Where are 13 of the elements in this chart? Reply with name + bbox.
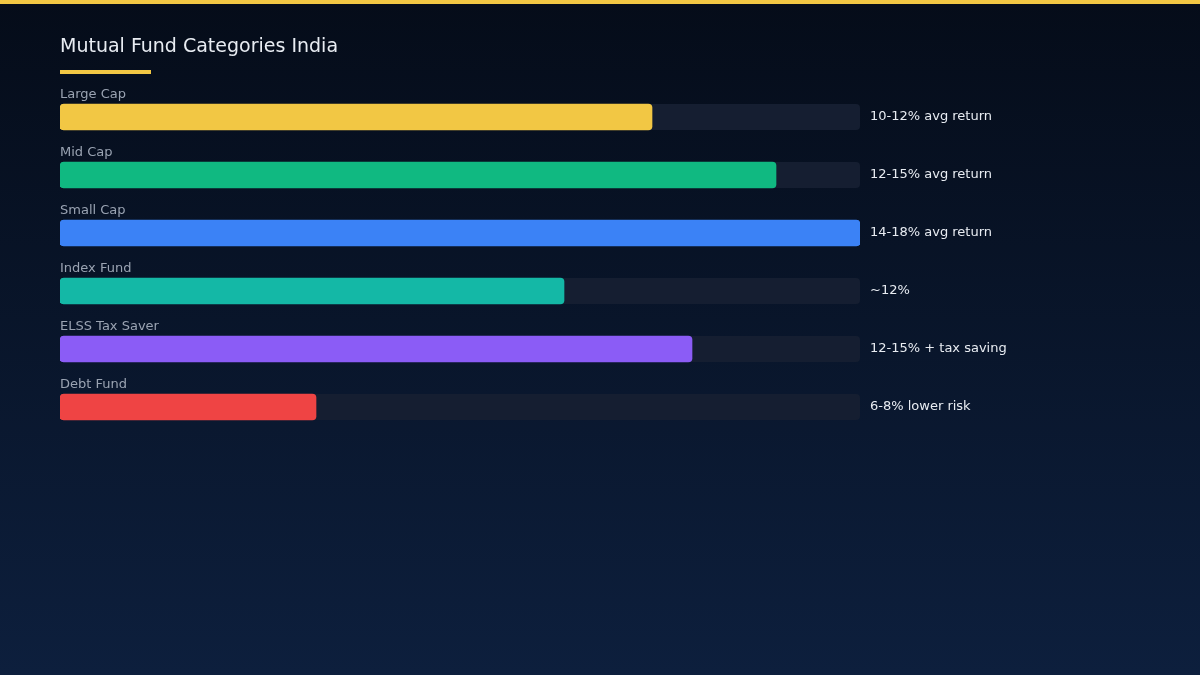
- y-tick-label: Index Fund: [60, 260, 132, 276]
- text: ~12%: [870, 282, 910, 298]
- text: 14-18% avg return: [870, 224, 993, 240]
- text: 12-15% + tax saving: [870, 340, 1007, 356]
- chart-title: Mutual Fund Categories India: [60, 34, 339, 56]
- y-tick-label: Large Cap: [60, 86, 127, 102]
- text: 6-8% lower risk: [870, 398, 972, 414]
- y-tick-label: ELSS Tax Saver: [60, 318, 160, 334]
- y-tick-label: Debt Fund: [60, 376, 127, 392]
- y-tick-label: Small Cap: [60, 202, 126, 218]
- text: 10-12% avg return: [870, 108, 993, 124]
- y-tick-label: Mid Cap: [60, 144, 113, 160]
- text: 12-15% avg return: [870, 166, 993, 182]
